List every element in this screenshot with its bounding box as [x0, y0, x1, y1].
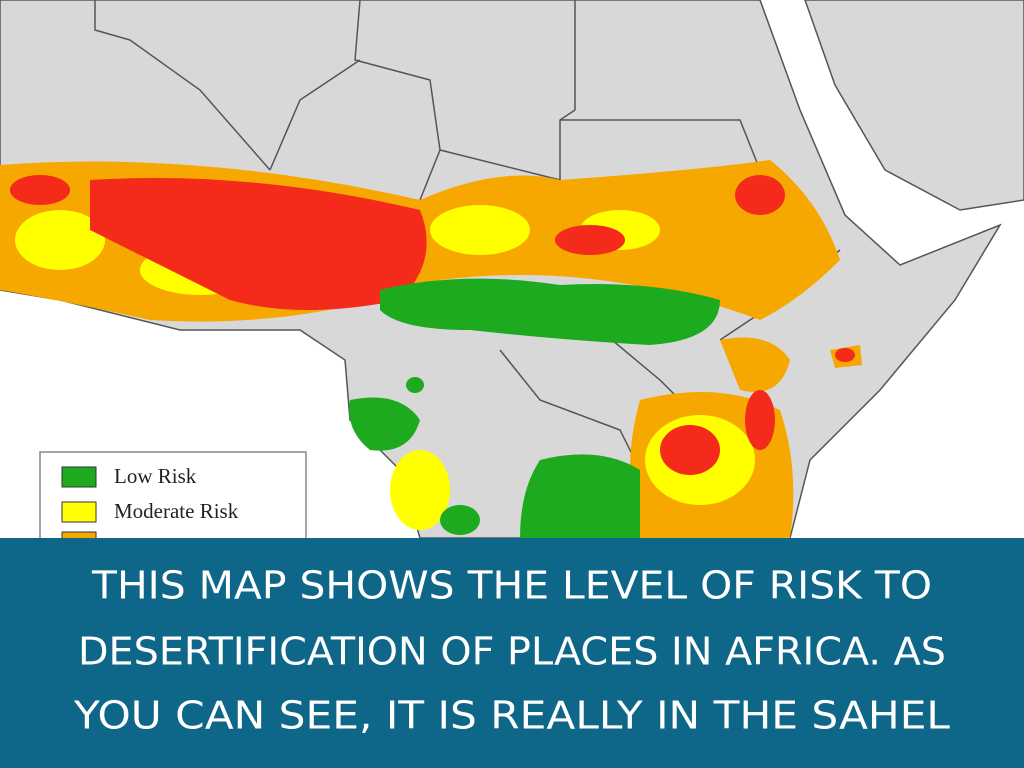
legend-label: Moderate Risk [114, 499, 239, 523]
arabia [804, 0, 1024, 211]
risk-very-high [10, 175, 855, 475]
banner [0, 538, 1024, 768]
legend-label: Low Risk [114, 464, 197, 488]
map [0, 0, 1024, 539]
caption-line: DESERTIFICATION OF PLACES IN AFRICA. AS [78, 630, 946, 674]
caption-banner: THIS MAP SHOWS THE LEVEL OF RISK TO DESE… [0, 538, 1024, 768]
caption-line: THIS MAP SHOWS THE LEVEL OF RISK TO [91, 564, 932, 608]
legend-swatch [61, 466, 97, 488]
legend-swatch [61, 501, 97, 523]
risk-low [349, 278, 720, 538]
caption-line: YOU CAN SEE, IT IS REALLY IN THE SAHEL [73, 694, 950, 738]
